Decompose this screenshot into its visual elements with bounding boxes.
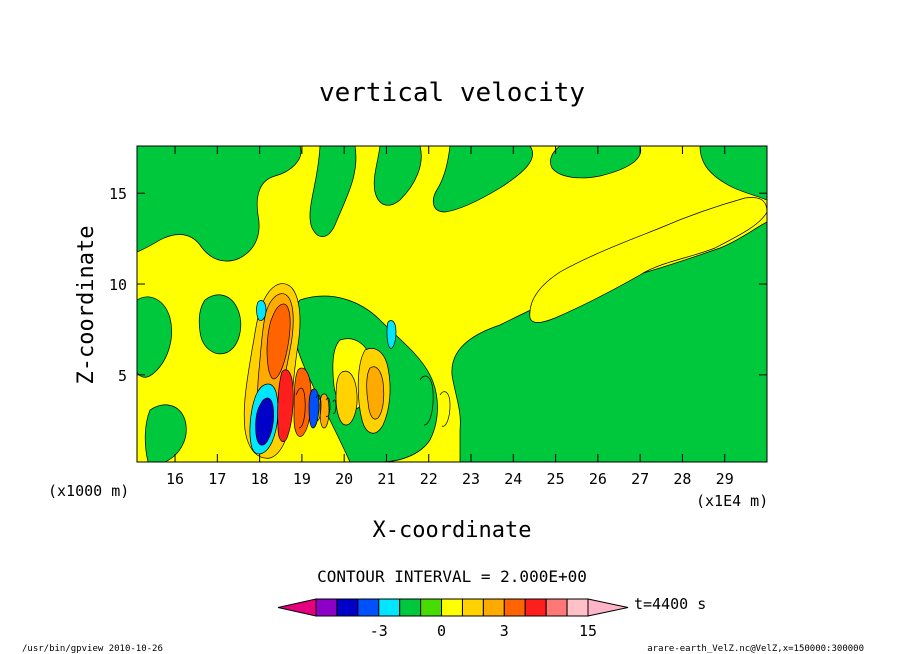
x-tick-label: 22	[420, 470, 438, 488]
colorbar-segment	[503, 598, 526, 617]
colorbar-tick-label: 15	[579, 622, 597, 640]
field-region-green-streak-1	[309, 146, 357, 237]
field-region-cyan-small-1	[256, 300, 267, 321]
x-tick-label: 28	[673, 470, 691, 488]
field-region-wave-red-1	[277, 369, 294, 442]
colorbar-tick-label: -3	[370, 622, 388, 640]
field-region-green-streak-4	[550, 146, 642, 179]
field-wave-lines	[295, 375, 451, 429]
x-tick-label: 27	[631, 470, 649, 488]
chart-title: vertical velocity	[319, 78, 585, 108]
colorbar-arrow-max	[587, 598, 629, 617]
x-tick-label: 16	[166, 470, 184, 488]
colorbar-segment	[441, 598, 463, 617]
x-tick-label: 21	[377, 470, 395, 488]
x-tick-label: 18	[251, 470, 269, 488]
colorbar-segment	[524, 598, 547, 617]
colorbar-tick-label: 0	[437, 622, 446, 640]
field-region-positive-core	[266, 303, 291, 380]
field-region-orange-195	[335, 370, 358, 426]
colorbar-segment	[357, 598, 380, 617]
x-tick-label: 17	[208, 470, 226, 488]
field-region-orange-20-core	[366, 366, 385, 420]
footer-right: arare-earth_VelZ.nc@VelZ,x=150000:300000	[647, 644, 864, 654]
colorbar-segment	[461, 598, 484, 617]
x-unit-right: (x1E4 m)	[696, 492, 768, 510]
y-tick-label: 10	[109, 276, 127, 294]
colorbar-arrow-min	[277, 598, 317, 617]
colorbar: -3 0 3 15	[277, 598, 629, 640]
field-region-green-streak-3	[432, 146, 533, 213]
colorbar-segment	[315, 598, 338, 617]
x-tick-label: 29	[716, 470, 734, 488]
field-region-green-mid	[198, 294, 242, 355]
y-tick-label: 15	[109, 185, 127, 203]
colorbar-segment	[482, 598, 505, 617]
colorbar-tick-label: 3	[500, 622, 509, 640]
field-region-green-streak-2	[373, 146, 422, 206]
velocity-field	[137, 146, 767, 462]
colorbar-segment	[378, 598, 401, 617]
field-region-wave-orange-3	[319, 393, 330, 429]
y-tick-label: 5	[118, 367, 127, 385]
colorbar-segment	[545, 598, 568, 617]
colorbar-segment	[399, 598, 422, 617]
field-region-wave-blue-2	[308, 388, 320, 429]
axes: 16 17 18 19 20 21 22 23 24 25 26 27 28 29 5 10 15	[109, 146, 767, 488]
field-region-yellow-lobe	[529, 197, 767, 323]
field-region-negative-core	[255, 397, 274, 446]
colorbar-segment	[336, 598, 359, 617]
footer-left: /usr/bin/gpview 2010-10-26	[22, 644, 163, 654]
field-region-green-top	[137, 146, 302, 262]
x-tick-label: 26	[589, 470, 607, 488]
contour-interval-label: CONTOUR INTERVAL = 2.000E+00	[317, 567, 587, 586]
field-region-cyan-small-2	[386, 320, 397, 349]
field-region-wave-orange-2	[293, 367, 312, 437]
y-axis-label: Z-coordinate	[74, 226, 99, 385]
x-axis-label: X-coordinate	[373, 518, 532, 543]
x-tick-label: 23	[462, 470, 480, 488]
plot-frame	[136, 145, 768, 463]
field-region-green-left	[137, 296, 172, 378]
time-label: t=4400 s	[634, 595, 706, 613]
x-unit-left: (x1000 m)	[48, 482, 129, 500]
x-tick-label: 20	[335, 470, 353, 488]
colorbar-segment	[420, 598, 443, 617]
x-tick-label: 24	[504, 470, 522, 488]
x-tick-label: 19	[293, 470, 311, 488]
field-region-green-left-low	[144, 404, 187, 462]
field-region-green-right-top	[699, 146, 767, 201]
colorbar-segment	[566, 598, 589, 617]
x-tick-label: 25	[547, 470, 565, 488]
